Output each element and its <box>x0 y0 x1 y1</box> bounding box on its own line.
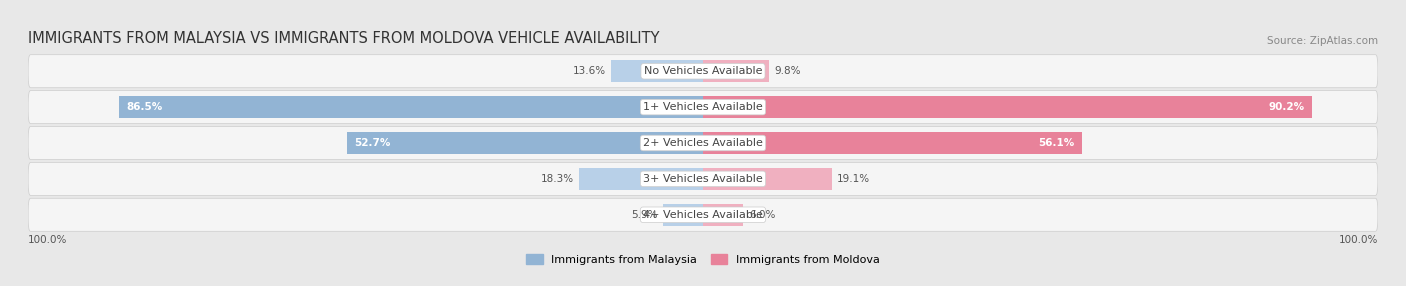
Text: 6.0%: 6.0% <box>749 210 775 220</box>
Bar <box>703 204 744 226</box>
FancyBboxPatch shape <box>28 162 1378 195</box>
Text: 56.1%: 56.1% <box>1039 138 1074 148</box>
Bar <box>120 96 703 118</box>
Text: Source: ZipAtlas.com: Source: ZipAtlas.com <box>1267 36 1378 46</box>
Text: 5.9%: 5.9% <box>631 210 658 220</box>
Text: 13.6%: 13.6% <box>572 66 606 76</box>
Bar <box>612 60 703 82</box>
Bar <box>347 132 703 154</box>
Text: 90.2%: 90.2% <box>1268 102 1305 112</box>
Text: 4+ Vehicles Available: 4+ Vehicles Available <box>643 210 763 220</box>
Bar <box>703 60 769 82</box>
FancyBboxPatch shape <box>28 91 1378 124</box>
FancyBboxPatch shape <box>28 55 1378 88</box>
Text: 1+ Vehicles Available: 1+ Vehicles Available <box>643 102 763 112</box>
Text: 52.7%: 52.7% <box>354 138 391 148</box>
Legend: Immigrants from Malaysia, Immigrants from Moldova: Immigrants from Malaysia, Immigrants fro… <box>522 250 884 269</box>
Text: 9.8%: 9.8% <box>775 66 801 76</box>
Text: 2+ Vehicles Available: 2+ Vehicles Available <box>643 138 763 148</box>
FancyBboxPatch shape <box>28 126 1378 160</box>
Bar <box>664 204 703 226</box>
Text: 18.3%: 18.3% <box>541 174 574 184</box>
Text: No Vehicles Available: No Vehicles Available <box>644 66 762 76</box>
FancyBboxPatch shape <box>28 198 1378 231</box>
Text: 100.0%: 100.0% <box>28 235 67 245</box>
Bar <box>703 132 1081 154</box>
Text: IMMIGRANTS FROM MALAYSIA VS IMMIGRANTS FROM MOLDOVA VEHICLE AVAILABILITY: IMMIGRANTS FROM MALAYSIA VS IMMIGRANTS F… <box>28 31 659 46</box>
Text: 3+ Vehicles Available: 3+ Vehicles Available <box>643 174 763 184</box>
Bar <box>703 96 1312 118</box>
Bar <box>703 168 832 190</box>
Text: 100.0%: 100.0% <box>1339 235 1378 245</box>
Text: 86.5%: 86.5% <box>127 102 162 112</box>
Text: 19.1%: 19.1% <box>838 174 870 184</box>
Bar <box>579 168 703 190</box>
